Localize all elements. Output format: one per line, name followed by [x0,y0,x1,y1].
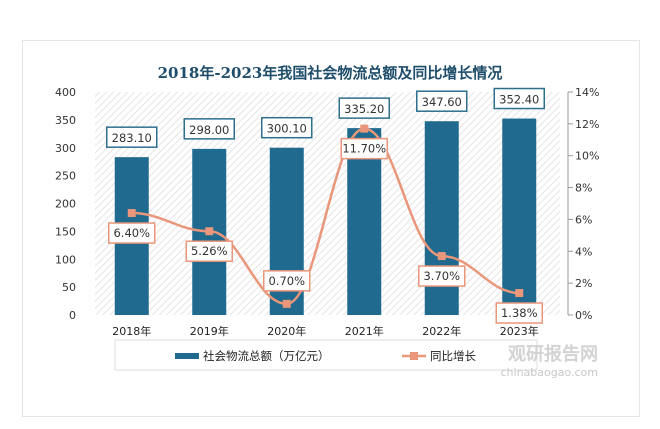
y-left-tick: 100 [55,253,76,266]
x-tick: 2018年 [112,324,151,338]
y-right-tick: 2% [575,277,592,290]
legend-line-marker [410,352,418,360]
bar-label-box [261,116,313,139]
y-left-tick: 400 [55,86,76,99]
chart-title: 2018年-2023年我国社会物流总额及同比增长情况 [158,64,503,82]
growth-point [282,299,291,308]
line-data-label: 0.70% [268,274,305,288]
y-left-tick: 50 [62,281,76,294]
bar-data-label: 352.40 [499,93,539,107]
y-right-tick: 4% [575,245,592,258]
watermark-brand: 观研报告网 [508,343,598,365]
bar-label-box [106,126,158,148]
line-data-label: 6.40% [113,226,150,240]
bar-data-label: 347.60 [422,95,462,109]
x-tick: 2022年 [422,324,461,338]
bar-data-label: 300.10 [267,122,307,136]
plot-background [95,92,560,315]
growth-point [437,252,446,261]
line-data-label: 11.70% [342,142,386,156]
y-right-tick: 8% [575,182,592,195]
growth-point [205,227,214,236]
line-data-label: 3.70% [423,269,460,283]
y-left-tick: 0 [69,309,76,322]
line-label-box [495,302,543,324]
y-right-tick: 0% [575,309,592,322]
y-left-tick: 200 [55,198,76,211]
growth-point [360,124,369,133]
bar-label-box [416,90,468,112]
y-left-tick: 350 [55,114,76,127]
growth-point [127,209,136,218]
y-left-tick: 250 [55,170,76,183]
x-tick: 2021年 [345,324,384,338]
line-data-label: 1.38% [501,306,538,320]
bar-data-label: 283.10 [112,131,152,145]
x-tick: 2019年 [190,324,229,338]
line-label-box [418,265,466,287]
x-tick: 2020年 [267,324,306,338]
legend-line-label: 同比增长 [430,349,476,363]
line-label-box [263,270,311,292]
line-label-box [185,240,233,262]
y-right-tick: 12% [575,118,599,131]
growth-point [515,289,524,298]
bar [502,118,537,315]
y-right-tick: 10% [575,150,599,163]
bar-data-label: 298.00 [189,123,229,137]
legend-bar-swatch [175,353,199,359]
line-data-label: 5.26% [191,244,228,258]
y-left-tick: 150 [55,225,76,238]
legend-bar-label: 社会物流总额（万亿元） [203,349,330,363]
y-right-tick: 14% [575,86,599,99]
watermark-url: chinabaogao.com [501,366,599,379]
bar-label-box [493,87,545,110]
line-label-box [340,137,388,160]
x-tick: 2023年 [500,324,539,338]
y-left-tick: 300 [55,142,76,155]
bar-label-box [338,97,390,119]
bar-label-box [183,118,235,140]
line-label-box [108,222,156,244]
y-right-tick: 6% [575,213,592,226]
bar-data-label: 335.20 [344,102,384,116]
